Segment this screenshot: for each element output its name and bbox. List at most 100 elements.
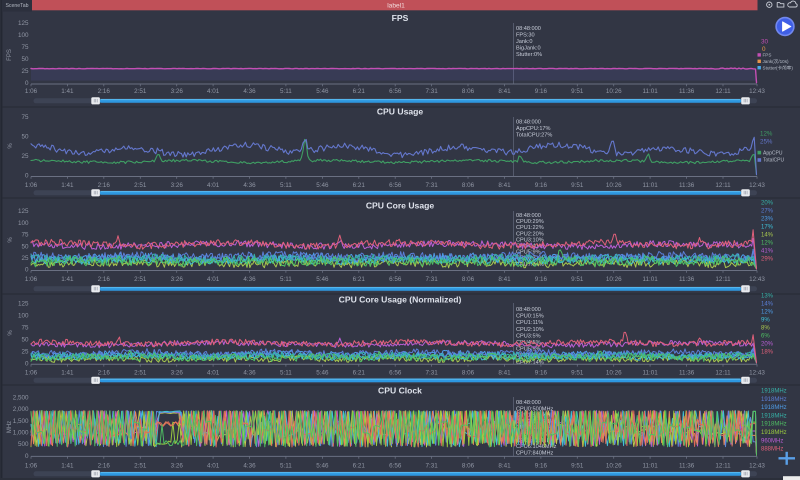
svg-text:8:41: 8:41 — [498, 462, 511, 469]
svg-text:CPU4:5%: CPU4:5% — [516, 340, 541, 346]
svg-text:20%: 20% — [761, 342, 774, 348]
svg-text:9:16: 9:16 — [535, 276, 548, 283]
svg-text:8:06: 8:06 — [462, 462, 475, 469]
svg-text:11:01: 11:01 — [642, 369, 658, 376]
svg-text:1918MHz: 1918MHz — [761, 389, 787, 395]
svg-text:11:01: 11:01 — [642, 462, 658, 469]
svg-text:9:16: 9:16 — [535, 88, 548, 95]
svg-text:11:36: 11:36 — [679, 462, 695, 469]
svg-text:3:26: 3:26 — [171, 462, 184, 469]
svg-text:4:01: 4:01 — [207, 462, 220, 469]
svg-text:CPU3:5%: CPU3:5% — [516, 333, 541, 339]
svg-text:1:41: 1:41 — [61, 182, 74, 189]
svg-text:CPU0:15%: CPU0:15% — [516, 314, 544, 320]
svg-text:4:36: 4:36 — [243, 182, 256, 189]
svg-text:0: 0 — [25, 173, 29, 180]
svg-text:12:11: 12:11 — [715, 276, 731, 283]
svg-text:14%: 14% — [761, 233, 774, 239]
svg-text:50: 50 — [21, 243, 29, 250]
svg-text:12%: 12% — [761, 241, 774, 247]
svg-text:10:26: 10:26 — [606, 369, 622, 376]
svg-text:9:51: 9:51 — [571, 462, 584, 469]
svg-text:1,000: 1,000 — [13, 429, 29, 436]
svg-text:1918MHz: 1918MHz — [761, 413, 787, 419]
svg-text:%: % — [8, 330, 14, 336]
svg-text:9%: 9% — [761, 318, 770, 324]
svg-text:25: 25 — [21, 349, 29, 356]
svg-text:11:36: 11:36 — [679, 182, 695, 189]
svg-text:6:21: 6:21 — [353, 369, 366, 376]
svg-text:CPU7:840MHz: CPU7:840MHz — [516, 450, 554, 456]
svg-text:8:06: 8:06 — [462, 88, 475, 95]
svg-text:960MHz: 960MHz — [761, 438, 783, 444]
svg-text:0: 0 — [25, 267, 29, 274]
svg-text:6:21: 6:21 — [353, 462, 366, 469]
svg-text:CPU3:500MHz: CPU3:500MHz — [516, 425, 554, 431]
svg-text:25: 25 — [21, 153, 29, 160]
svg-text:11:01: 11:01 — [642, 276, 658, 283]
svg-text:13%: 13% — [761, 294, 774, 300]
svg-text:6%: 6% — [761, 334, 770, 340]
svg-text:125: 125 — [18, 20, 29, 27]
svg-text:CPU0:29%: CPU0:29% — [516, 219, 544, 225]
svg-text:25: 25 — [21, 255, 29, 262]
svg-text:3:26: 3:26 — [171, 276, 184, 283]
svg-text:TotalCPU:27%: TotalCPU:27% — [516, 133, 552, 139]
svg-text:10:26: 10:26 — [606, 182, 622, 189]
svg-text:FPS: FPS — [763, 53, 772, 58]
svg-text:50: 50 — [21, 134, 29, 141]
svg-text:0: 0 — [762, 46, 766, 53]
svg-text:Jank:0: Jank:0 — [516, 39, 532, 45]
svg-text:12:11: 12:11 — [715, 182, 731, 189]
svg-text:08:48:000: 08:48:000 — [516, 120, 541, 126]
svg-text:2:16: 2:16 — [98, 88, 111, 95]
svg-text:2:51: 2:51 — [134, 276, 147, 283]
svg-text:1:06: 1:06 — [25, 276, 38, 283]
svg-text:label1: label1 — [387, 2, 405, 9]
svg-text:7:31: 7:31 — [425, 276, 438, 283]
svg-text:12:43: 12:43 — [749, 369, 765, 376]
svg-text:125: 125 — [18, 208, 29, 215]
svg-text:4:01: 4:01 — [207, 88, 220, 95]
svg-text:CPU1:22%: CPU1:22% — [516, 225, 544, 231]
svg-text:5:11: 5:11 — [280, 462, 292, 469]
svg-text:CPU2:20%: CPU2:20% — [516, 231, 544, 237]
svg-text:1918MHz: 1918MHz — [761, 430, 787, 436]
svg-text:2:51: 2:51 — [134, 369, 147, 376]
svg-text:AppCPU: AppCPU — [763, 150, 783, 156]
svg-text:CPU0:500MHz: CPU0:500MHz — [516, 406, 554, 412]
svg-text:CPU5:9%: CPU5:9% — [516, 250, 541, 256]
svg-text:4:36: 4:36 — [243, 462, 256, 469]
svg-text:08:48:000: 08:48:000 — [516, 400, 541, 406]
svg-text:6:56: 6:56 — [389, 462, 402, 469]
svg-text:12:43: 12:43 — [749, 462, 765, 469]
svg-text:75: 75 — [21, 232, 29, 239]
svg-text:30: 30 — [761, 39, 769, 46]
svg-text:12:43: 12:43 — [749, 182, 765, 189]
svg-text:1:06: 1:06 — [25, 182, 38, 189]
svg-text:4:01: 4:01 — [207, 276, 220, 283]
svg-text:08:48:000: 08:48:000 — [516, 26, 541, 32]
svg-text:Stutter(卡颅率): Stutter(卡颅率) — [763, 64, 794, 71]
svg-text:08:48:000: 08:48:000 — [516, 307, 541, 313]
svg-text:7:31: 7:31 — [425, 369, 438, 376]
svg-text:1918MHz: 1918MHz — [761, 397, 787, 403]
svg-text:1:41: 1:41 — [61, 369, 74, 376]
svg-text:FPS: FPS — [7, 49, 13, 61]
svg-text:5:11: 5:11 — [280, 182, 292, 189]
svg-text:CPU7:34%: CPU7:34% — [516, 262, 544, 268]
svg-text:7:31: 7:31 — [425, 182, 438, 189]
svg-text:2:16: 2:16 — [98, 369, 111, 376]
svg-text:0: 0 — [25, 453, 29, 460]
svg-text:2,000: 2,000 — [13, 406, 29, 413]
svg-text:10:26: 10:26 — [606, 462, 622, 469]
svg-text:6:21: 6:21 — [353, 276, 366, 283]
svg-text:AppCPU:17%: AppCPU:17% — [516, 126, 551, 132]
svg-text:11:36: 11:36 — [679, 88, 695, 95]
svg-text:9:51: 9:51 — [571, 182, 584, 189]
svg-text:SceneTab: SceneTab — [5, 3, 28, 9]
svg-text:27%: 27% — [761, 209, 774, 215]
svg-text:8:06: 8:06 — [462, 182, 475, 189]
svg-text:9:16: 9:16 — [535, 462, 548, 469]
svg-text:CPU1:11%: CPU1:11% — [516, 320, 543, 326]
